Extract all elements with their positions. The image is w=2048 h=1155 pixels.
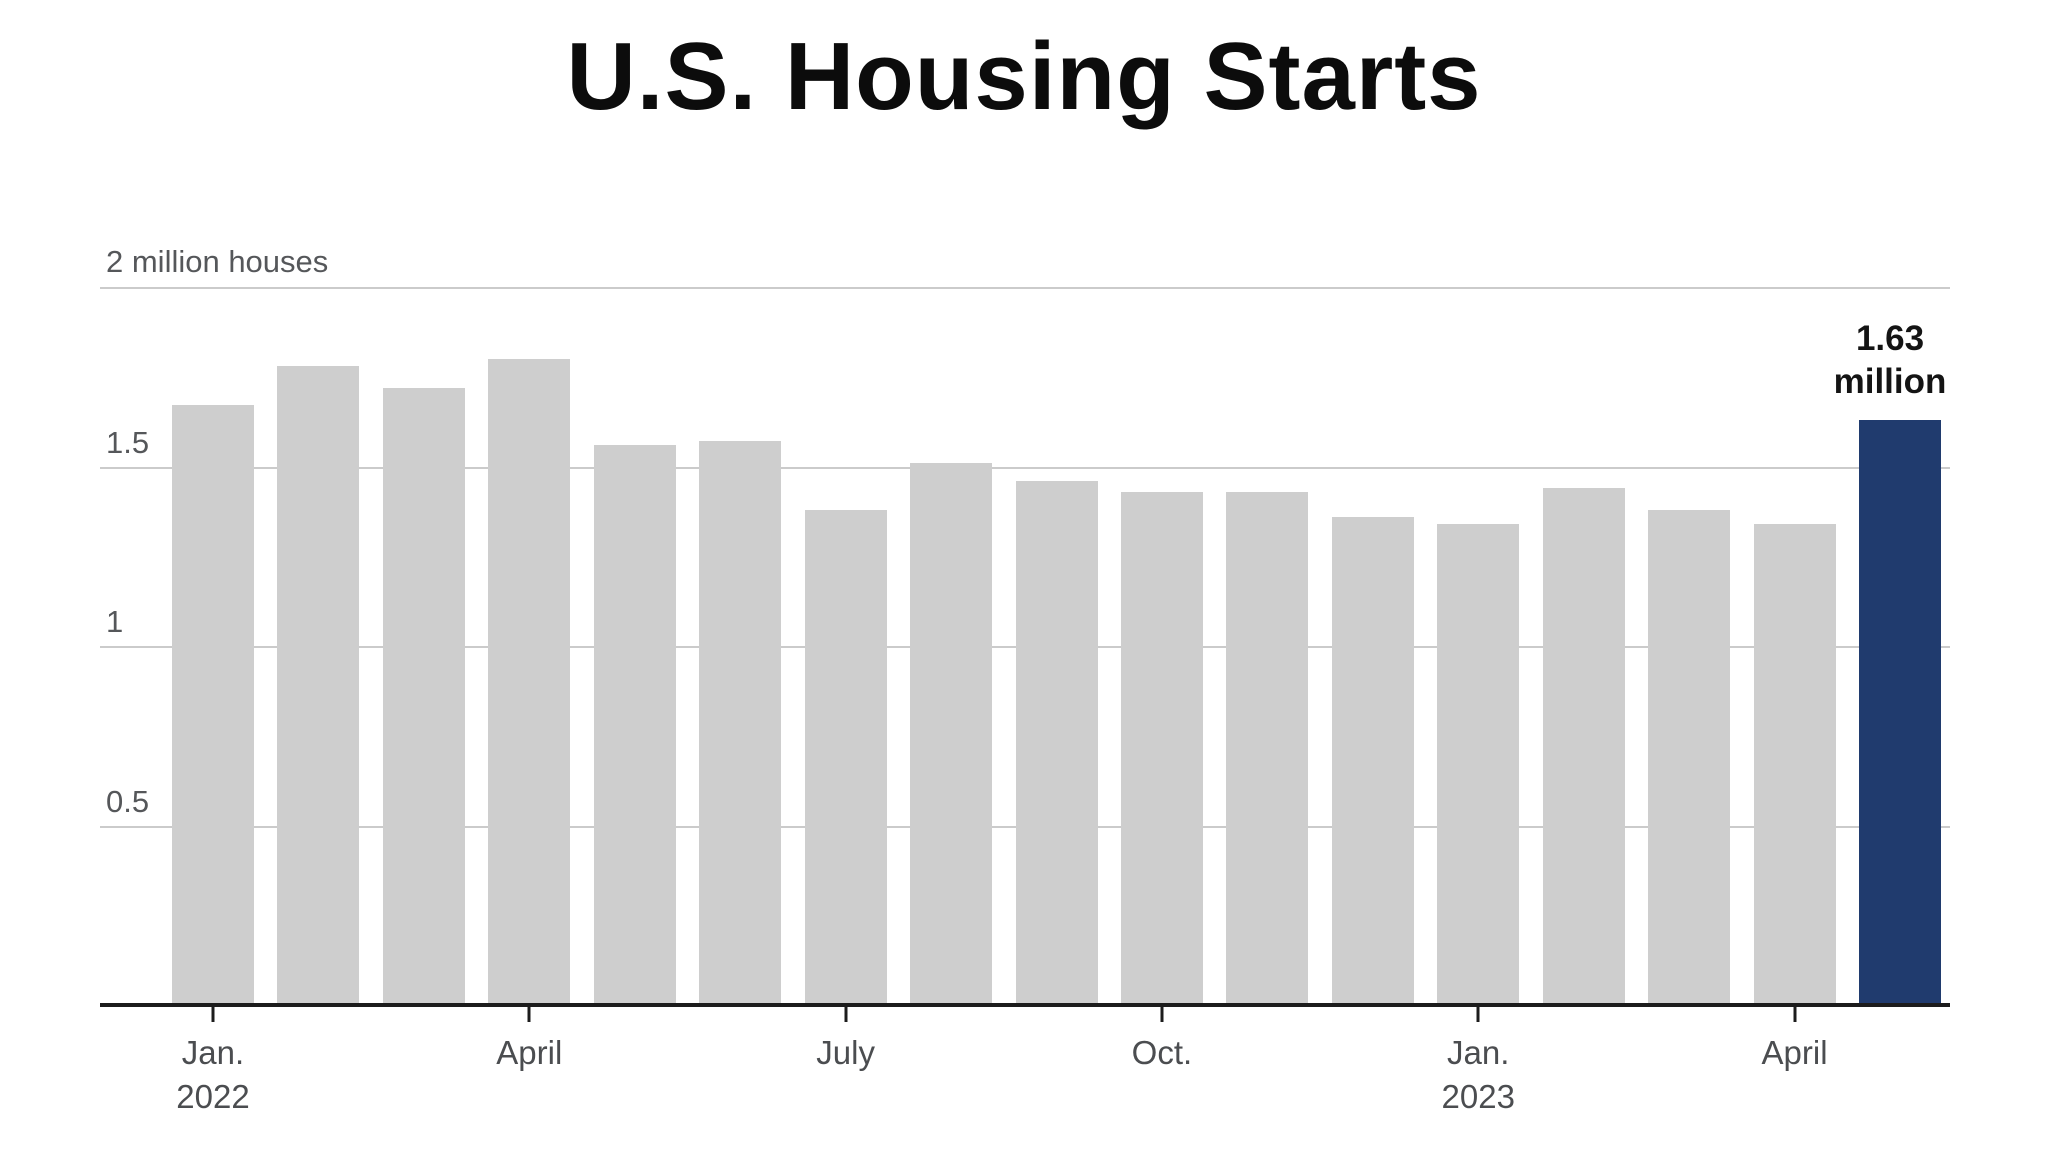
bar <box>488 358 571 1005</box>
x-tick <box>211 1007 215 1022</box>
x-tick <box>844 1007 848 1022</box>
gridline <box>100 466 1950 469</box>
highlight-value-label: 1.63 million <box>1833 319 1947 402</box>
y-axis-unit-label: 2 million houses <box>106 244 329 279</box>
bar <box>1648 509 1731 1005</box>
gridline <box>100 287 1950 289</box>
y-tick-label: 1.5 <box>106 424 150 460</box>
bar <box>1331 516 1414 1005</box>
bar <box>277 365 360 1005</box>
plot-area: 2 million houses 1.5 1 0.5 Jan. 2022 April J… <box>100 246 1950 1115</box>
x-tick <box>527 1007 531 1022</box>
y-tick-label: 0.5 <box>106 783 150 819</box>
y-tick-label: 1 <box>106 604 124 639</box>
bar <box>1120 491 1203 1005</box>
bar <box>1015 480 1098 1005</box>
bar <box>1542 488 1625 1005</box>
x-tick-label: July <box>816 1034 875 1071</box>
bar <box>1753 523 1836 1005</box>
bar <box>382 387 465 1005</box>
highlighted-bar <box>1859 419 1941 1005</box>
x-tick <box>1160 1007 1164 1022</box>
bar <box>699 441 782 1005</box>
bar <box>804 509 887 1005</box>
x-tick <box>1476 1007 1480 1022</box>
x-tick-label: April <box>1761 1034 1828 1071</box>
bar <box>172 405 254 1005</box>
bar <box>593 444 676 1005</box>
x-axis-line <box>100 1003 1950 1007</box>
x-tick-label: Oct. <box>1131 1034 1193 1071</box>
bars-layer <box>172 287 1941 1005</box>
x-tick-label: April <box>496 1034 563 1071</box>
x-tick <box>1793 1007 1797 1022</box>
bar <box>1226 491 1309 1005</box>
chart-title: U.S. Housing Starts <box>566 23 1482 130</box>
x-tick-label: Jan. 2023 <box>1441 1034 1515 1115</box>
bar <box>1437 523 1520 1005</box>
bar <box>910 462 993 1005</box>
x-tick-label: Jan. 2022 <box>176 1034 250 1115</box>
